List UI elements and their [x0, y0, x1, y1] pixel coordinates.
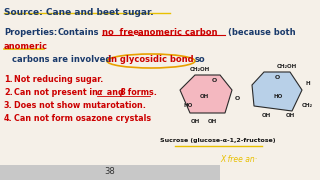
Text: CH₂OH: CH₂OH: [190, 67, 210, 72]
Text: 38: 38: [105, 168, 116, 177]
Text: anomeric carbon: anomeric carbon: [138, 28, 218, 37]
Text: Sucrose (glucose-α-1,2-fructose): Sucrose (glucose-α-1,2-fructose): [160, 138, 276, 143]
Polygon shape: [180, 75, 232, 113]
Text: X free an·: X free an·: [220, 155, 257, 164]
Text: OH: OH: [190, 119, 200, 124]
Text: Can not form osazone crystals: Can not form osazone crystals: [14, 114, 151, 123]
Text: in glycosidic bond: in glycosidic bond: [108, 55, 194, 64]
Text: β: β: [119, 88, 125, 97]
Text: CH₂OH: CH₂OH: [277, 64, 297, 69]
Text: Does not show mutarotation.: Does not show mutarotation.: [14, 101, 146, 110]
Text: (because both: (because both: [228, 28, 296, 37]
Text: 4.: 4.: [4, 114, 12, 123]
Text: HO: HO: [184, 102, 193, 107]
Text: and: and: [104, 88, 126, 97]
Text: O: O: [212, 78, 217, 83]
Text: 2.: 2.: [4, 88, 13, 97]
Text: H: H: [305, 80, 310, 86]
Text: forms.: forms.: [125, 88, 157, 97]
Polygon shape: [252, 72, 302, 111]
Text: no  free: no free: [102, 28, 139, 37]
Text: 3.: 3.: [4, 101, 12, 110]
FancyBboxPatch shape: [0, 165, 220, 180]
Text: Source: Cane and beet sugar.: Source: Cane and beet sugar.: [4, 8, 154, 17]
Text: anomeric: anomeric: [4, 42, 48, 51]
Text: OH: OH: [285, 113, 295, 118]
Text: Properties:: Properties:: [4, 28, 57, 37]
Text: 1.: 1.: [4, 75, 12, 84]
Text: Not reducing sugar.: Not reducing sugar.: [14, 75, 103, 84]
Text: α: α: [97, 88, 102, 97]
Text: OH: OH: [199, 93, 209, 98]
Text: CH₂: CH₂: [302, 103, 313, 108]
Text: carbons are involved: carbons are involved: [12, 55, 111, 64]
Text: OH: OH: [261, 113, 271, 118]
Text: Contains: Contains: [58, 28, 100, 37]
Text: OH: OH: [207, 119, 217, 124]
Text: Can not present in: Can not present in: [14, 88, 100, 97]
Text: O: O: [274, 75, 280, 80]
Text: HO: HO: [273, 93, 283, 98]
Text: O: O: [234, 96, 240, 100]
Text: so: so: [195, 55, 206, 64]
